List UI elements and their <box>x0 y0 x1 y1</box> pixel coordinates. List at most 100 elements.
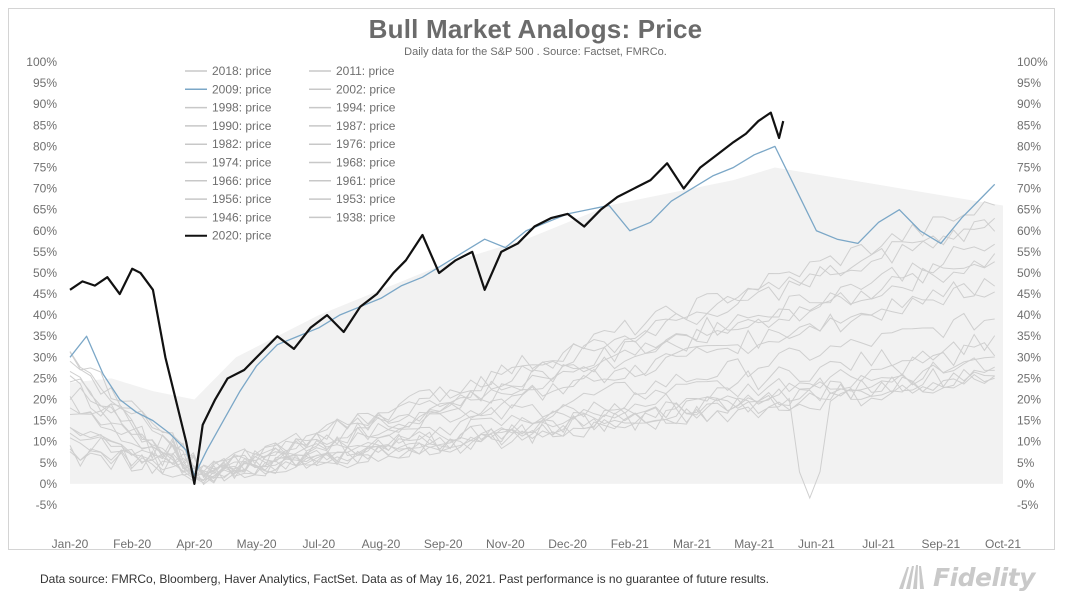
legend-label: 1953: price <box>336 192 396 206</box>
x-tick-label: Jul-20 <box>302 537 335 551</box>
y-tick-label-right: 60% <box>1017 224 1041 238</box>
chart-subtitle: Daily data for the S&P 500 . Source: Fac… <box>404 46 667 58</box>
x-tick-label: Jan-20 <box>52 537 89 551</box>
y-tick-label-right: 10% <box>1017 435 1041 449</box>
x-tick-label: Nov-20 <box>486 537 525 551</box>
y-tick-label-left: 100% <box>26 55 57 69</box>
y-tick-label-left: 55% <box>33 245 57 259</box>
y-tick-label-right: 40% <box>1017 308 1041 322</box>
y-tick-label-right: 95% <box>1017 76 1041 90</box>
y-tick-label-left: 35% <box>33 329 57 343</box>
y-tick-label-right: 70% <box>1017 182 1041 196</box>
x-tick-label: Sep-21 <box>921 537 960 551</box>
series-line-1953 <box>69 366 995 480</box>
x-tick-label: Mar-21 <box>673 537 711 551</box>
footer-note: Data source: FMRCo, Bloomberg, Haver Ana… <box>40 572 770 586</box>
x-tick-label: Oct-21 <box>985 537 1021 551</box>
y-tick-label-right: 80% <box>1017 139 1041 153</box>
series-line-1966 <box>69 261 995 484</box>
legend-label: 1994: price <box>336 101 396 115</box>
fidelity-logo: Fidelity <box>895 560 1045 594</box>
y-tick-label-left: 80% <box>33 139 57 153</box>
series-line-1961 <box>69 277 996 473</box>
y-tick-label-right: 50% <box>1017 266 1041 280</box>
series-line-1946 <box>69 351 995 482</box>
brand-name: Fidelity <box>933 562 1035 592</box>
legend-label: 1956: price <box>212 192 272 206</box>
series-line-1974 <box>69 219 996 482</box>
y-tick-label-left: 30% <box>33 350 57 364</box>
y-tick-label-right: 20% <box>1017 393 1041 407</box>
series-line-2009 <box>69 145 996 477</box>
legend-label: 2009: price <box>212 82 272 96</box>
x-tick-label: Feb-20 <box>113 537 151 551</box>
analog-range-band <box>70 167 1003 484</box>
y-tick-label-left: 25% <box>33 371 57 385</box>
x-tick-label: May-20 <box>237 537 277 551</box>
y-tick-label-left: 70% <box>33 182 57 196</box>
y-tick-label-right: 75% <box>1017 160 1041 174</box>
y-tick-label-left: 0% <box>40 477 58 491</box>
legend-label: 1966: price <box>212 174 272 188</box>
y-tick-label-right: 30% <box>1017 350 1041 364</box>
y-tick-label-right: 100% <box>1017 55 1048 69</box>
y-tick-label-left: 95% <box>33 76 57 90</box>
y-tick-label-left: 40% <box>33 308 57 322</box>
y-tick-label-right: 15% <box>1017 414 1041 428</box>
y-tick-label-right: 85% <box>1017 118 1041 132</box>
y-tick-label-left: 65% <box>33 203 57 217</box>
x-tick-label: Sep-20 <box>424 537 463 551</box>
x-tick-label: Apr-20 <box>176 537 212 551</box>
legend-label: 2020: price <box>212 229 272 243</box>
y-tick-label-right: 35% <box>1017 329 1041 343</box>
y-tick-label-right: 45% <box>1017 287 1041 301</box>
x-tick-label: Aug-20 <box>362 537 401 551</box>
legend-label: 1987: price <box>336 119 396 133</box>
series-line-2002 <box>69 217 996 481</box>
legend-label: 1990: price <box>212 119 272 133</box>
legend-label: 1946: price <box>212 210 272 224</box>
y-tick-label-left: -5% <box>36 498 58 512</box>
y-tick-label-left: 75% <box>33 160 57 174</box>
legend-label: 2018: price <box>212 64 272 78</box>
legend-label: 1968: price <box>336 156 396 170</box>
y-tick-label-left: 5% <box>40 456 58 470</box>
legend-label: 1974: price <box>212 156 272 170</box>
y-tick-label-left: 90% <box>33 97 57 111</box>
y-tick-label-right: -5% <box>1017 498 1039 512</box>
y-tick-label-right: 55% <box>1017 245 1041 259</box>
legend-label: 2011: price <box>336 64 395 78</box>
y-tick-label-right: 25% <box>1017 371 1041 385</box>
legend-label: 2002: price <box>336 82 396 96</box>
x-tick-label: May-21 <box>734 537 774 551</box>
series-line-1987 <box>69 360 996 500</box>
y-tick-label-left: 60% <box>33 224 57 238</box>
legend-label: 1938: price <box>336 210 396 224</box>
y-tick-label-right: 90% <box>1017 97 1041 111</box>
legend-label: 1961: price <box>336 174 396 188</box>
series-line-1976 <box>69 201 995 479</box>
x-tick-label: Dec-20 <box>548 537 587 551</box>
x-tick-label: Jul-21 <box>862 537 895 551</box>
legend-label: 1998: price <box>212 101 272 115</box>
series-line-1982 <box>69 333 996 479</box>
series-line-1968 <box>69 367 995 484</box>
y-tick-label-left: 50% <box>33 266 57 280</box>
y-tick-label-left: 85% <box>33 118 57 132</box>
series-line-1938 <box>69 243 995 481</box>
y-tick-label-right: 0% <box>1017 477 1035 491</box>
y-tick-label-left: 10% <box>33 435 57 449</box>
y-tick-label-left: 45% <box>33 287 57 301</box>
y-tick-label-right: 65% <box>1017 203 1041 217</box>
y-tick-label-left: 20% <box>33 393 57 407</box>
x-tick-label: Jun-21 <box>798 537 835 551</box>
legend-label: 1976: price <box>336 137 396 151</box>
y-tick-label-left: 15% <box>33 414 57 428</box>
x-tick-label: Feb-21 <box>611 537 649 551</box>
legend-label: 1982: price <box>212 137 272 151</box>
y-tick-label-right: 5% <box>1017 456 1035 470</box>
series-line-2020 <box>69 111 785 486</box>
pyramid-icon <box>899 565 924 589</box>
chart-title: Bull Market Analogs: Price <box>368 14 703 44</box>
